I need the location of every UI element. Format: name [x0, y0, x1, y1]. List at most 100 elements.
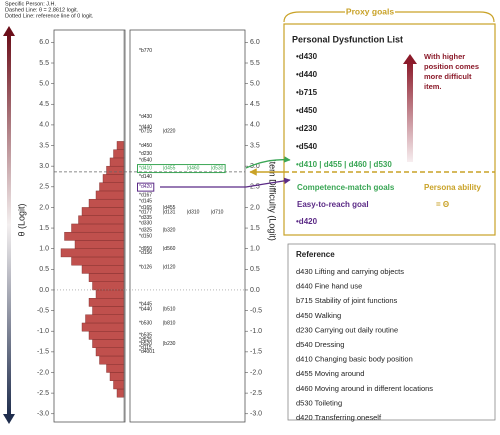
y2-tick-label: 3.0	[250, 163, 260, 170]
item-row: *b440 |b510	[139, 307, 176, 313]
item-row: *d410 |d455 |d460 |d530	[139, 166, 224, 172]
y-tick-label: 0.0	[39, 287, 49, 294]
header-line: Dashed Line: θ = 2.8612 logit.	[5, 7, 79, 13]
item-label: |b320	[163, 227, 176, 233]
header-line: Dotted Line: reference line of 0 logit.	[5, 13, 94, 19]
item-label: |d460	[187, 166, 200, 172]
person-panel	[53, 29, 126, 423]
item-label: *d450	[139, 143, 152, 149]
y2-tick-label: 0.5	[250, 266, 260, 273]
item-row: *d4001	[139, 349, 155, 355]
note-line: more difficult	[424, 72, 472, 81]
item-label: *d165	[139, 205, 152, 211]
histogram-bar	[81, 265, 125, 274]
histogram-bar	[113, 380, 125, 390]
histogram-bar	[71, 256, 125, 266]
y-tick-label: 1.0	[39, 246, 49, 253]
item-label: *b520	[139, 341, 152, 347]
histogram-bar	[106, 165, 125, 175]
histogram-bar	[95, 190, 125, 200]
histogram-bar	[95, 347, 125, 357]
reference-item: d410 Changing basic body position	[296, 355, 413, 364]
item-label: *d420	[139, 184, 152, 190]
y2-tick-label: 5.5	[250, 60, 260, 67]
item-row: *d167	[139, 192, 152, 198]
bracket	[283, 11, 495, 23]
histogram-bar	[81, 207, 125, 216]
item-row: *b126 |d120	[139, 265, 176, 271]
y-tick-label: 4.5	[39, 101, 49, 108]
item-label: |d530	[211, 166, 224, 172]
goal-item: •d440	[296, 70, 318, 79]
item-row: *d440	[139, 124, 152, 130]
y-tick-label: 6.0	[39, 39, 49, 46]
histogram-bar	[88, 331, 125, 340]
reference-item: d440 Fine hand use	[296, 282, 362, 291]
item-label: *d440	[139, 124, 152, 130]
histogram-bar	[95, 289, 125, 299]
item-row: *d950 |d560	[139, 246, 176, 252]
item-label: *d525	[139, 337, 152, 343]
reference-box	[287, 243, 496, 421]
y2-tick-label: 5.0	[250, 80, 260, 87]
item-panel	[129, 29, 246, 423]
y2-tick-label: -2.5	[250, 390, 262, 397]
y-tick-label: 4.0	[39, 122, 49, 129]
histogram-bar	[78, 215, 125, 225]
item-label: |d560	[163, 246, 176, 252]
item-row: *b715 |d220	[139, 128, 176, 134]
ability-label: Persona ability	[424, 183, 481, 192]
goal-item: •d420	[296, 217, 318, 226]
histogram-bar	[116, 388, 125, 398]
item-label: |d131	[163, 210, 176, 216]
item-label: *d177	[139, 210, 152, 216]
arrow-head	[3, 414, 15, 424]
reference-item: d540 Dressing	[296, 340, 344, 349]
item-label: *b770	[139, 48, 152, 54]
reference-item: d530 Toileting	[296, 398, 342, 407]
item-label: *d150	[139, 234, 152, 240]
item-label: *d950	[139, 246, 152, 252]
y-tick-label: 3.0	[39, 163, 49, 170]
item-label: *d335	[139, 215, 152, 221]
y2-tick-label: 2.5	[250, 184, 260, 191]
item-row: *d150	[139, 234, 152, 240]
item-row: *d335	[139, 215, 152, 221]
theta-equals: = Θ	[436, 200, 449, 209]
item-row: *d430	[139, 114, 152, 120]
y2-tick-label: 3.5	[250, 142, 260, 149]
item-row: *d115	[139, 345, 152, 351]
arrow-head	[3, 26, 15, 36]
y2-tick-label: 1.5	[250, 225, 260, 232]
item-row: *b770	[139, 48, 152, 54]
item-label: *d410	[139, 166, 152, 172]
histogram-bar	[88, 273, 125, 282]
item-row: *d165 |d455	[139, 205, 176, 211]
header-line: Specific Person: J.H.	[5, 1, 57, 7]
histogram-bar	[116, 141, 125, 150]
item-row: *d325 |b320	[139, 227, 176, 233]
item-label: *d115	[139, 345, 152, 351]
item-label: |d455	[163, 166, 176, 172]
item-label: |d220	[163, 128, 176, 134]
arrow-head	[403, 54, 417, 64]
y-tick-label: 5.0	[39, 80, 49, 87]
y-tick-label: -0.5	[37, 307, 49, 314]
histogram-bar	[64, 231, 125, 241]
y-tick-label: -2.0	[37, 369, 49, 376]
item-label: *d325	[139, 227, 152, 233]
item-label: |b810	[163, 320, 176, 326]
item-label: *d4001	[139, 349, 155, 355]
histogram-bar	[88, 198, 125, 208]
item-row: *d145	[139, 199, 152, 205]
item-label: *b530	[139, 320, 152, 326]
item-row: *d230	[139, 151, 152, 157]
y2-tick-label: -0.5	[250, 307, 262, 314]
item-label: |d710	[211, 210, 224, 216]
histogram-bar	[60, 248, 125, 258]
item-label: *d230	[139, 151, 152, 157]
y-tick-label: 5.5	[39, 60, 49, 67]
y-tick-label: -2.5	[37, 390, 49, 397]
